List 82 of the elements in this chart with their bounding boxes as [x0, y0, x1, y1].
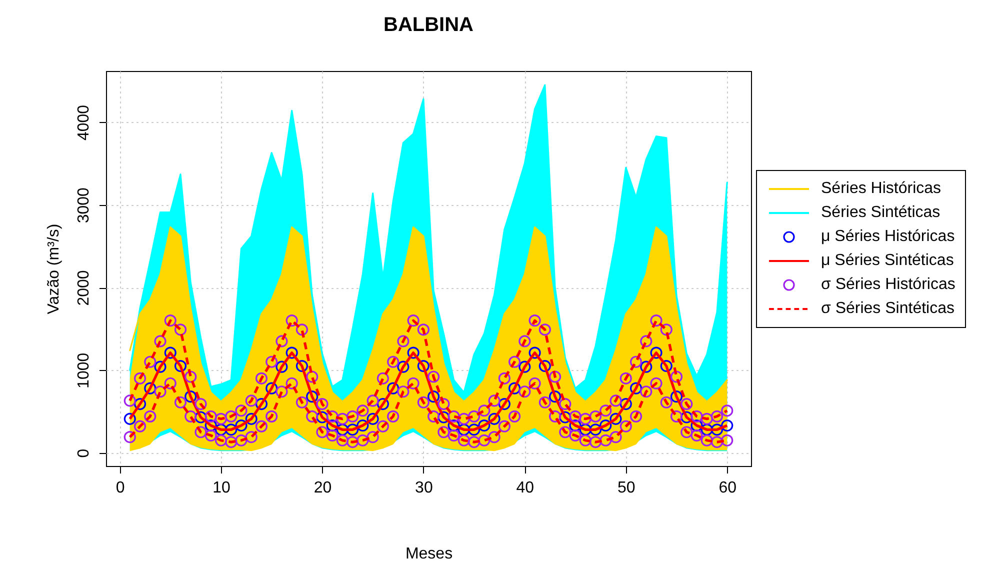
point	[174, 360, 187, 372]
point	[316, 411, 328, 424]
point	[245, 412, 258, 425]
point	[387, 382, 400, 394]
point	[569, 419, 582, 432]
point	[640, 360, 652, 373]
point	[468, 424, 480, 436]
point	[144, 382, 156, 394]
point	[690, 419, 703, 432]
legend-label: μ Séries Sintéticas	[821, 252, 954, 270]
point	[124, 412, 136, 425]
y-tick-label: 2000	[76, 270, 92, 306]
point	[296, 360, 308, 372]
point	[428, 390, 440, 403]
y-tick-label: 3000	[76, 187, 92, 224]
point	[376, 398, 389, 410]
x-tick-label: 10	[212, 480, 230, 496]
point	[620, 398, 632, 410]
point	[336, 424, 349, 436]
point	[589, 424, 602, 436]
point	[458, 424, 470, 436]
point	[397, 360, 410, 373]
point	[528, 346, 541, 359]
point	[600, 419, 612, 432]
point	[184, 390, 197, 403]
point	[266, 382, 278, 394]
point	[326, 419, 338, 432]
y-tick-label: 1000	[76, 352, 92, 388]
x-tick-label: 60	[718, 480, 737, 496]
point	[448, 419, 460, 432]
point	[366, 412, 379, 425]
point	[630, 382, 642, 394]
x-tick-label: 20	[314, 480, 332, 496]
point	[559, 411, 572, 424]
point	[225, 424, 238, 436]
point	[660, 360, 672, 372]
point	[518, 360, 531, 373]
point	[478, 419, 490, 432]
x-tick-label: 40	[516, 480, 534, 496]
x-tick-label: 0	[116, 480, 125, 496]
point	[346, 424, 359, 436]
legend-label: μ Séries Históricas	[821, 228, 955, 246]
point	[356, 419, 369, 432]
chart-title: BALBINA	[384, 14, 474, 36]
x-tick-label: 50	[617, 480, 636, 496]
point	[204, 419, 217, 432]
point	[417, 360, 430, 372]
x-axis-title: Meses	[405, 546, 453, 562]
y-tick-label: 0	[76, 448, 92, 458]
point	[286, 346, 298, 359]
point	[164, 346, 176, 359]
point	[214, 424, 228, 436]
point	[194, 411, 207, 424]
point	[306, 390, 318, 403]
legend-label: Séries Históricas	[821, 180, 942, 198]
point	[498, 398, 510, 410]
y-tick-label: 4000	[76, 104, 92, 141]
point	[508, 382, 521, 394]
point	[438, 411, 450, 424]
y-axis-title: Vazão (m³/s)	[46, 224, 62, 314]
point	[610, 412, 622, 425]
point	[134, 398, 146, 410]
x-tick-label: 30	[415, 480, 433, 496]
point	[154, 360, 166, 373]
legend-label: σ Séries Históricas	[821, 276, 956, 294]
point	[680, 411, 693, 424]
point	[670, 390, 683, 403]
point	[579, 424, 592, 436]
point	[700, 424, 713, 436]
point	[407, 346, 420, 359]
legend-label: Séries Sintéticas	[821, 204, 940, 222]
point	[255, 398, 268, 410]
point	[650, 346, 662, 359]
legend-label: σ Séries Sintéticas	[821, 300, 954, 318]
point	[548, 390, 562, 403]
point	[276, 360, 288, 373]
point	[235, 419, 248, 432]
line-series	[128, 351, 728, 431]
point	[488, 412, 500, 425]
point	[538, 360, 551, 372]
point	[710, 424, 724, 436]
point	[721, 419, 734, 432]
